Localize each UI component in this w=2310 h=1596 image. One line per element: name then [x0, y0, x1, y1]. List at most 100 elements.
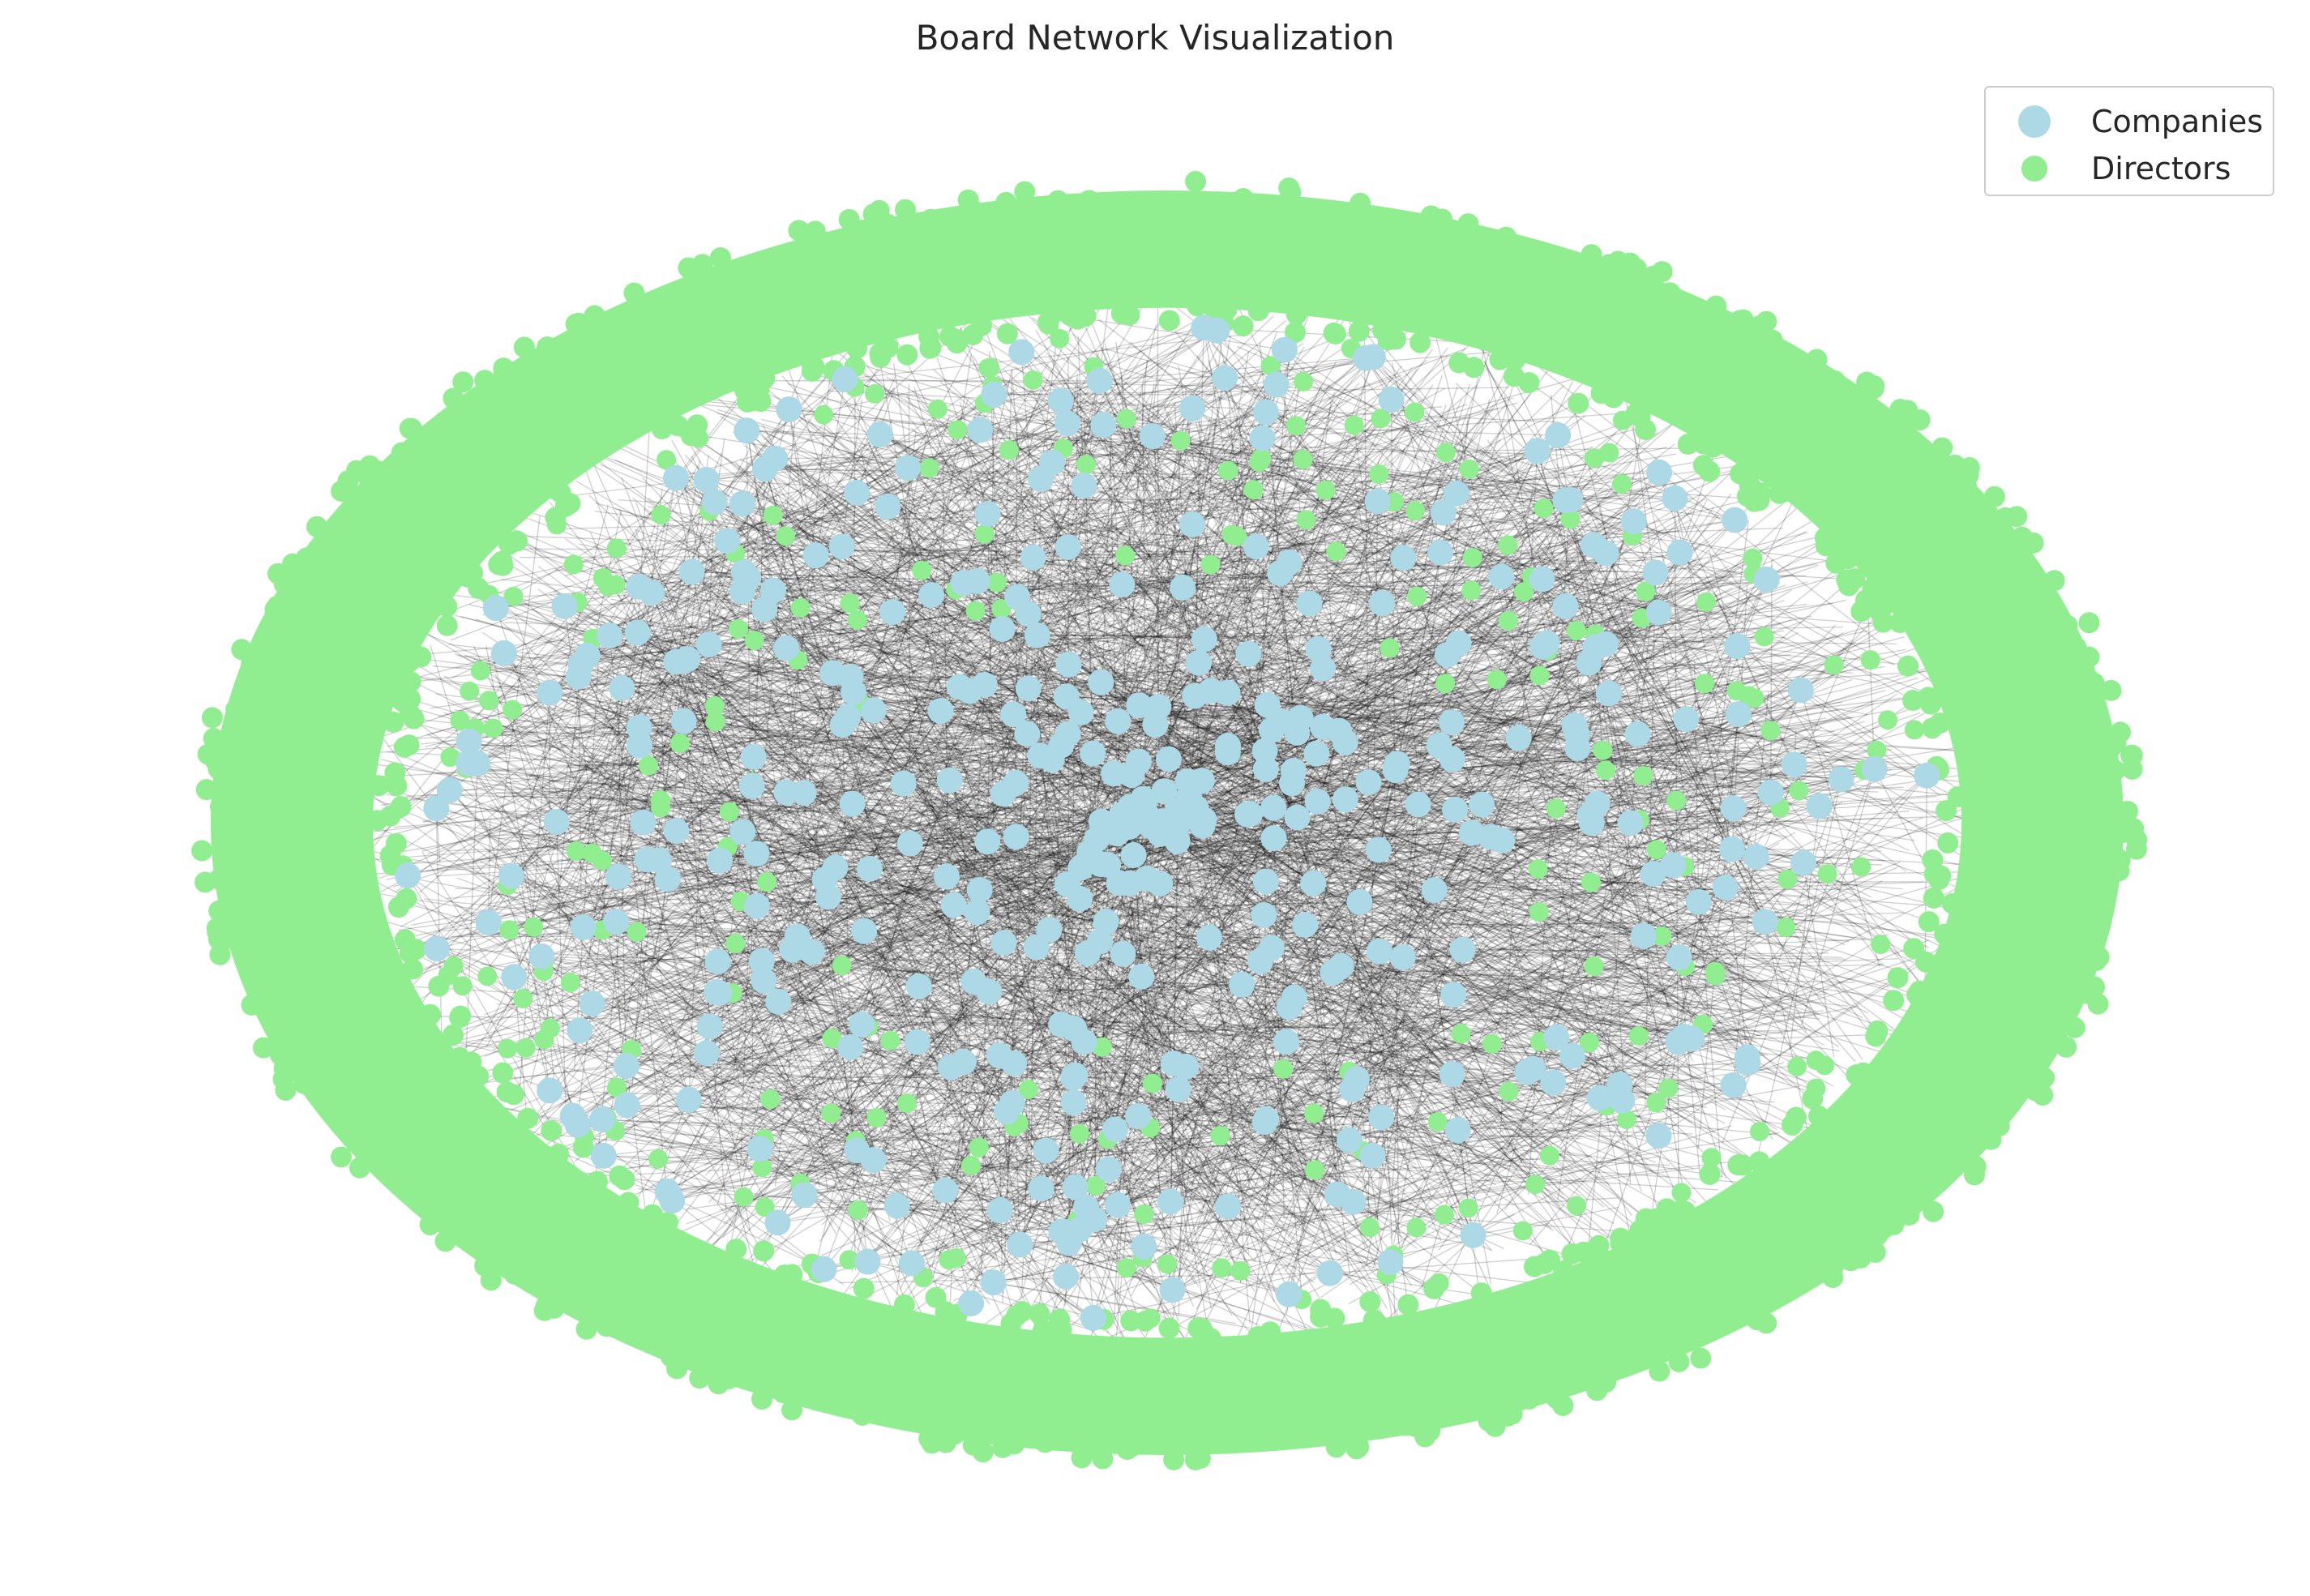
- edge: [839, 793, 1004, 1121]
- edge: [828, 896, 1110, 1333]
- director-node: [1941, 892, 1963, 914]
- edge: [1356, 842, 1780, 1080]
- edge: [514, 772, 1095, 1220]
- edge: [621, 687, 1110, 1224]
- company-node: [1003, 824, 1029, 850]
- edge: [646, 859, 763, 1295]
- edge: [467, 688, 977, 913]
- edge: [1068, 416, 1422, 1243]
- edge: [1068, 587, 1843, 1243]
- edge: [1073, 480, 1670, 1029]
- company-node: [964, 567, 990, 594]
- edge: [579, 383, 1277, 995]
- director-node: [2100, 679, 2122, 701]
- director-node: [1567, 621, 1587, 641]
- edge: [1129, 826, 1760, 1037]
- director-node: [209, 943, 231, 965]
- edge: [1115, 822, 1978, 866]
- edge: [873, 709, 1398, 1301]
- director-node: [748, 379, 770, 400]
- edge: [657, 675, 871, 870]
- director-node: [1705, 295, 1727, 317]
- director-node: [1726, 681, 1747, 701]
- company-node: [456, 750, 482, 777]
- company-node: [1366, 938, 1392, 965]
- edge: [1171, 369, 1303, 1290]
- edge: [777, 644, 1695, 1223]
- company-node: [1593, 540, 1619, 567]
- edge: [710, 662, 1200, 1249]
- company-node: [475, 909, 502, 935]
- edge: [1629, 400, 1700, 902]
- edge: [722, 408, 1193, 1238]
- director-node: [846, 337, 868, 359]
- director-node: [605, 575, 626, 595]
- director-node: [1904, 720, 1924, 740]
- edge: [1028, 688, 1222, 1192]
- edge: [1002, 1205, 1086, 1209]
- director-node: [1785, 1106, 1807, 1128]
- director-node: [606, 538, 627, 558]
- edge: [1028, 614, 1534, 1105]
- company-node: [1444, 1117, 1471, 1144]
- edge: [1129, 341, 1733, 850]
- company-node: [1460, 1222, 1487, 1248]
- director-node: [965, 601, 986, 621]
- edge: [977, 911, 1660, 1032]
- company-node: [1020, 544, 1046, 571]
- director-node: [2120, 744, 2142, 766]
- company-node: [1125, 1103, 1152, 1130]
- edge: [431, 644, 710, 952]
- edge: [950, 1066, 1156, 1274]
- edge: [993, 1282, 1260, 1331]
- company-node: [875, 493, 901, 520]
- edge: [700, 843, 911, 1158]
- director-node: [1918, 911, 1940, 933]
- edge: [703, 398, 1566, 501]
- director-node: [1923, 1200, 1944, 1222]
- company-node: [1405, 791, 1431, 818]
- director-node: [1701, 1148, 1722, 1168]
- company-node: [860, 697, 887, 724]
- edge: [586, 449, 652, 593]
- director-node: [719, 802, 739, 822]
- edge: [1080, 804, 1419, 1231]
- director-node: [1635, 419, 1657, 441]
- director-node: [1568, 392, 1589, 414]
- edge: [545, 572, 1281, 832]
- company-node: [1364, 488, 1391, 515]
- edge: [1678, 1005, 1859, 1043]
- company-node: [828, 533, 855, 560]
- company-node: [1304, 788, 1331, 815]
- director-node: [1435, 674, 1456, 694]
- edge: [1094, 839, 1097, 1196]
- company-node: [1142, 712, 1169, 738]
- edge: [1113, 576, 1691, 774]
- director-node: [639, 755, 659, 776]
- edge: [823, 1038, 1748, 1270]
- edge: [1483, 365, 1739, 715]
- edge: [932, 408, 1193, 1278]
- company-node: [1139, 423, 1166, 450]
- director-node: [1116, 1258, 1136, 1278]
- company-node: [1191, 807, 1217, 833]
- edge: [603, 1010, 1824, 1157]
- director-node: [1410, 332, 1431, 353]
- director-node: [1871, 935, 1891, 955]
- director-node: [1668, 1350, 1690, 1372]
- edge: [1096, 431, 1113, 840]
- edge: [1351, 447, 1593, 1090]
- company-node: [1071, 1029, 1097, 1055]
- company-node: [802, 542, 829, 569]
- edge: [572, 1115, 921, 1213]
- director-node: [398, 1183, 420, 1205]
- company-node: [1131, 1233, 1157, 1260]
- company-node: [498, 862, 524, 889]
- edge: [544, 400, 1062, 665]
- edge: [1439, 712, 1761, 747]
- director-node: [1980, 1128, 2002, 1150]
- edge: [1164, 472, 1660, 1187]
- edge: [676, 768, 1875, 1022]
- edge: [1542, 578, 1984, 848]
- director-node: [1069, 1123, 1089, 1144]
